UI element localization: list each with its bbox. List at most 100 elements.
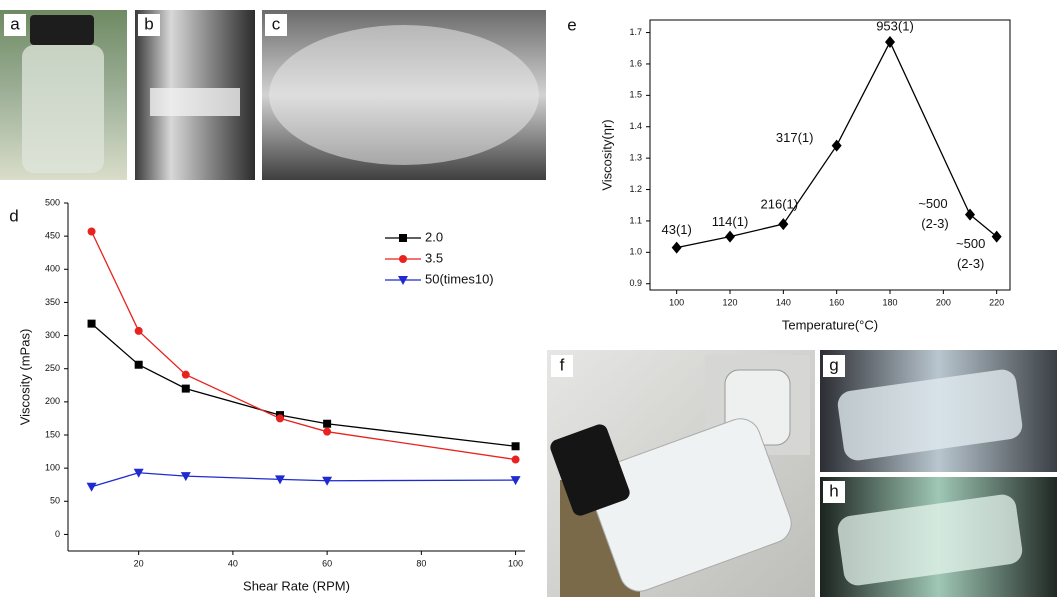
label-box [823,481,845,503]
point-annotation: 43(1) [661,222,691,237]
x-axis-title: Shear Rate (RPM) [243,578,350,593]
label-box [138,14,160,36]
panel-label: b [144,14,153,33]
panel-label: f [560,355,565,374]
x-tick-label: 40 [228,558,238,568]
marker [181,384,190,393]
panel-label: d [9,206,18,225]
y-tick-label: 1.5 [629,90,642,100]
y-tick-label: 50 [50,496,60,506]
point-annotation: ~500 [956,236,985,251]
marker [510,476,521,486]
marker [180,472,191,482]
x-axis-title: Temperature(°C) [782,317,878,332]
marker [991,230,1002,243]
y-tick-label: 200 [45,396,60,406]
panel-label: g [829,355,838,374]
y-axis-title: Viscosity(ηr) [599,119,614,190]
marker [323,419,332,428]
marker [87,227,96,236]
y-tick-label: 250 [45,363,60,373]
marker [398,276,408,285]
series-line [91,323,516,447]
x-tick-label: 80 [416,558,426,568]
panel-label: c [272,14,281,33]
photo-g [820,350,1057,472]
x-tick-label: 100 [669,297,684,307]
marker [181,370,190,379]
panel-label: e [567,15,576,34]
photo-c [262,10,546,180]
marker [965,208,975,221]
x-tick-label: 60 [322,558,332,568]
x-tick-label: 20 [134,558,144,568]
photo-f [547,350,815,597]
point-annotation: ~500 [918,196,947,211]
y-tick-label: 100 [45,463,60,473]
y-tick-label: 1.0 [629,247,642,257]
y-tick-label: 350 [45,297,60,307]
x-tick-label: 140 [776,297,791,307]
marker [671,241,682,254]
panel-label: a [10,14,20,33]
marker [323,427,332,436]
y-tick-label: 0.9 [629,278,642,288]
marker [885,35,895,48]
marker [134,360,143,369]
point-annotation: 953(1) [876,18,914,33]
label-box [4,14,26,36]
y-tick-label: 1.2 [629,184,642,194]
series-line [90,231,516,461]
photo-b [135,10,255,180]
y-tick-label: 1.3 [629,153,642,163]
point-annotation: 114(1) [712,214,749,229]
y-tick-label: 500 [45,197,60,207]
y-tick-label: 1.1 [629,215,642,225]
marker [399,234,407,242]
y-tick-label: 300 [45,330,60,340]
marker [134,326,143,335]
panel-label: h [829,481,838,500]
marker [831,139,842,152]
legend-label: 2.0 [425,229,443,244]
marker [399,255,407,263]
x-tick-label: 180 [882,297,897,307]
marker [276,414,285,423]
point-annotation: (2-3) [957,256,984,271]
x-tick-label: 160 [829,297,844,307]
x-tick-label: 120 [722,297,737,307]
label-box [823,355,845,377]
photo-a [0,10,127,180]
marker [322,476,333,486]
label-box [551,355,573,377]
point-annotation: (2-3) [921,216,948,231]
y-tick-label: 1.7 [629,27,642,37]
x-tick-label: 200 [936,297,951,307]
marker [778,218,789,231]
series-line [91,472,516,488]
y-tick-label: 450 [45,231,60,241]
y-axis-title: Viscosity (mPas) [17,329,32,426]
marker [87,319,96,328]
legend-label: 50(times10) [425,271,494,286]
panel-labels: a b c d e f g h [4,14,845,503]
label-box [265,14,287,36]
y-tick-label: 0 [55,529,60,539]
marker [511,455,520,464]
y-tick-label: 1.4 [629,121,642,131]
marker [133,468,144,478]
y-tick-label: 150 [45,429,60,439]
point-annotation: 317(1) [776,130,814,145]
marker [86,482,97,492]
marker [275,475,286,485]
legend-label: 3.5 [425,250,443,265]
x-tick-label: 100 [508,558,523,568]
marker [725,230,735,243]
point-annotation: 216(1) [761,197,799,212]
y-tick-label: 400 [45,264,60,274]
plot-frame [649,19,1011,291]
photo-h [820,477,1057,597]
x-tick-label: 220 [989,297,1004,307]
marker [511,442,520,451]
